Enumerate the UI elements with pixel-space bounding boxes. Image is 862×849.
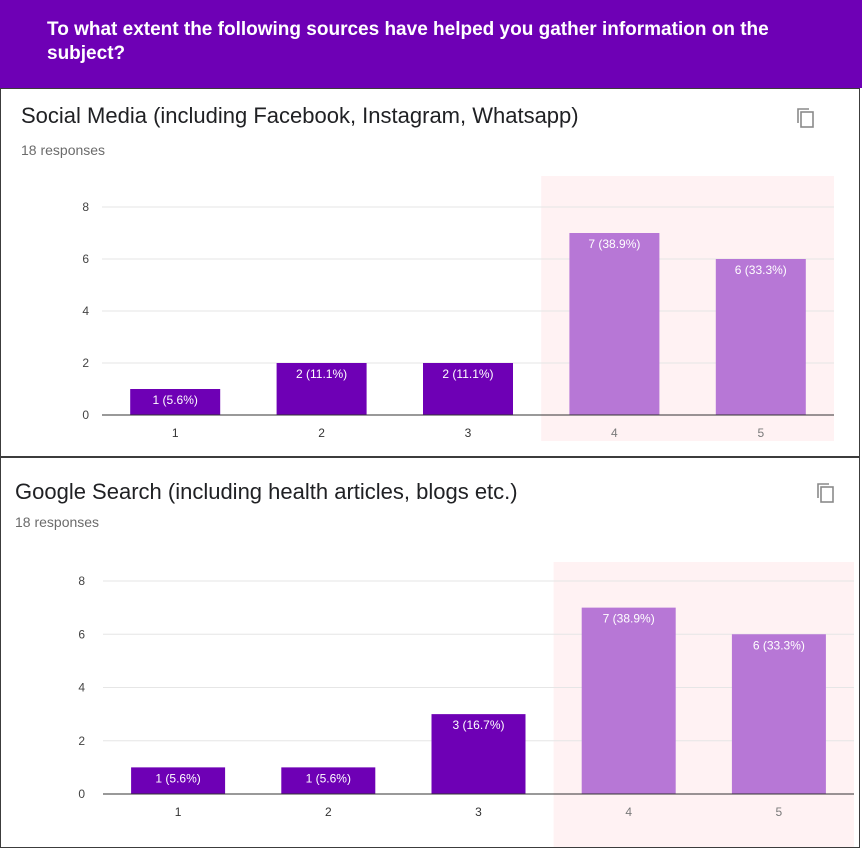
data-label: 1 (5.6%) bbox=[306, 771, 351, 785]
bar bbox=[276, 363, 367, 415]
bar-chart: 0 2 4 6 8 1 (5.6%) 1 1 (5.6%) 2 3 (16.7%) 3 7 (38.9… bbox=[78, 562, 854, 847]
x-tick-label: 3 bbox=[475, 805, 482, 819]
x-tick-label: 5 bbox=[757, 426, 764, 440]
chart-card-social-media: Social Media (including Facebook, Instag… bbox=[0, 88, 860, 457]
bar bbox=[431, 714, 526, 794]
y-tick-label: 0 bbox=[82, 408, 89, 422]
x-tick-label: 1 bbox=[172, 426, 179, 440]
data-label: 2 (11.1%) bbox=[296, 367, 347, 381]
y-tick-label: 6 bbox=[82, 252, 89, 266]
bar bbox=[731, 634, 826, 794]
copy-icon[interactable] bbox=[796, 107, 816, 129]
bar-chart: 0 2 4 6 8 1 (5.6%) 1 2 (11.1%) 2 2 (11.1%) 3 7 (38.… bbox=[82, 176, 834, 441]
x-tick-label: 4 bbox=[611, 426, 618, 440]
y-tick-label: 4 bbox=[82, 304, 89, 318]
y-tick-label: 6 bbox=[78, 627, 85, 641]
bar bbox=[581, 607, 676, 794]
y-tick-label: 8 bbox=[78, 574, 85, 588]
question-header: To what extent the following sources hav… bbox=[0, 0, 862, 88]
card-title: Social Media (including Facebook, Instag… bbox=[21, 103, 579, 128]
data-label: 7 (38.9%) bbox=[588, 237, 640, 251]
response-count: 18 responses bbox=[21, 142, 106, 158]
bar bbox=[281, 767, 376, 794]
data-label: 1 (5.6%) bbox=[155, 771, 200, 785]
y-tick-label: 2 bbox=[82, 356, 89, 370]
bar bbox=[423, 363, 513, 415]
x-tick-label: 2 bbox=[325, 805, 332, 819]
bar bbox=[130, 389, 221, 415]
chart-card-google-search: Google Search (including health articles… bbox=[0, 457, 860, 848]
y-tick-label: 8 bbox=[82, 200, 89, 214]
bar bbox=[131, 767, 226, 794]
bar bbox=[569, 233, 660, 415]
data-label: 1 (5.6%) bbox=[153, 393, 198, 407]
copy-icon[interactable] bbox=[816, 482, 836, 504]
x-tick-label: 2 bbox=[318, 426, 325, 440]
data-label: 2 (11.1%) bbox=[442, 367, 493, 381]
bar bbox=[715, 259, 806, 415]
response-count: 18 responses bbox=[15, 514, 100, 530]
card-title: Google Search (including health articles… bbox=[15, 479, 518, 504]
data-label: 6 (33.3%) bbox=[735, 263, 787, 277]
x-tick-label: 1 bbox=[175, 805, 182, 819]
data-label: 6 (33.3%) bbox=[753, 638, 805, 652]
question-title: To what extent the following sources hav… bbox=[47, 19, 769, 64]
y-tick-label: 0 bbox=[78, 787, 85, 801]
x-tick-label: 4 bbox=[625, 805, 632, 819]
x-tick-label: 5 bbox=[776, 805, 783, 819]
x-tick-label: 3 bbox=[465, 426, 472, 440]
data-label: 7 (38.9%) bbox=[603, 612, 655, 626]
y-tick-label: 2 bbox=[78, 734, 85, 748]
data-label: 3 (16.7%) bbox=[452, 718, 504, 732]
y-tick-label: 4 bbox=[78, 681, 85, 695]
